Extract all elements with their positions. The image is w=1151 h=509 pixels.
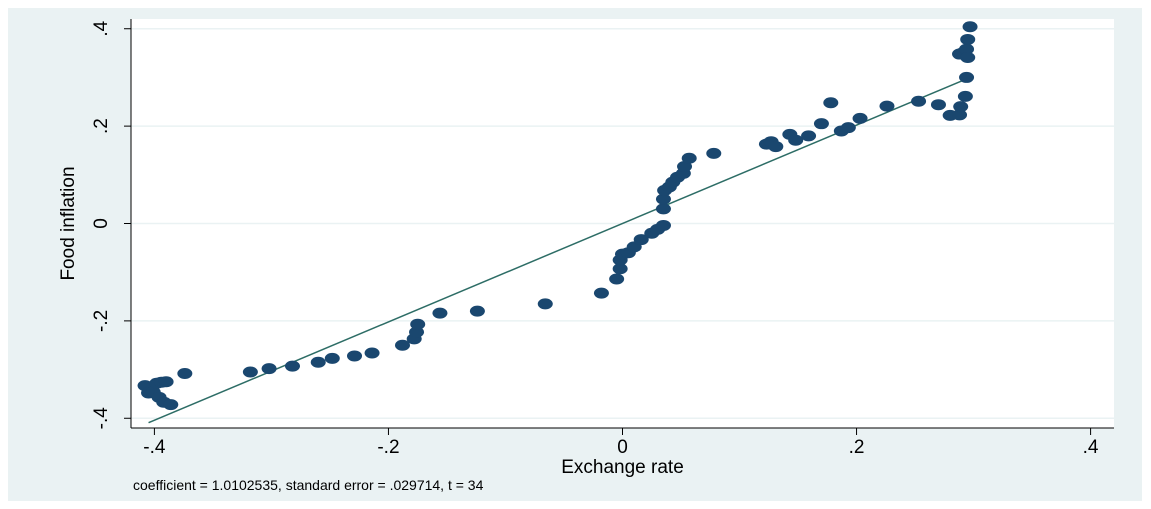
data-point-52 [823,97,839,109]
x-tick-label-1: -.2 [377,437,399,458]
data-point-11 [261,363,277,375]
data-point-25 [609,273,625,285]
y-tick-label-1: -.2 [91,310,112,332]
data-point-26 [612,263,628,275]
data-point-67 [960,51,976,63]
data-point-49 [788,134,804,146]
data-point-68 [960,33,976,45]
data-point-8 [163,399,179,411]
data-points [137,21,978,411]
data-point-35 [655,203,671,215]
data-point-61 [953,101,969,113]
data-point-42 [677,161,693,173]
data-point-16 [364,347,380,359]
data-point-55 [852,112,868,124]
data-point-12 [284,360,300,372]
gridlines [131,27,1114,420]
data-point-10 [242,366,258,378]
data-point-65 [959,71,975,83]
data-point-58 [930,99,946,111]
data-point-66 [959,43,975,55]
data-point-47 [768,141,784,153]
x-tick-label-3: .2 [849,437,865,458]
data-point-31 [633,234,649,246]
y-tick-label-2: 0 [91,218,112,229]
data-point-15 [347,350,363,362]
axes: -.4 -.2 0 .2 .4 -.4 -.2 0 .2 .4 [91,19,1114,458]
y-tick-label-4: .4 [91,20,112,36]
y-tick-label-0: -.4 [91,407,112,430]
data-point-24 [593,287,609,299]
x-tick-label-0: -.4 [143,437,166,458]
data-point-36 [655,193,671,205]
data-point-20 [410,318,426,330]
data-point-7 [158,376,174,388]
data-point-69 [962,21,978,33]
y-tick-label-3: .2 [91,118,112,134]
data-point-14 [324,352,340,364]
data-point-51 [813,118,829,130]
regression-note: coefficient = 1.0102535, standard error … [133,477,484,493]
data-point-43 [681,152,697,164]
data-point-64 [957,90,973,102]
data-point-56 [879,100,895,112]
data-point-54 [840,122,856,134]
data-point-17 [394,339,410,351]
data-point-44 [706,147,722,159]
x-tick-label-4: .4 [1083,437,1099,458]
data-point-13 [310,356,326,368]
data-point-21 [432,307,448,319]
data-point-22 [469,305,485,317]
data-point-57 [911,95,927,107]
data-point-34 [655,219,671,231]
data-point-50 [801,130,817,142]
data-point-9 [177,367,193,379]
data-point-23 [537,298,553,310]
x-axis-title: Exchange rate [561,457,684,478]
x-tick-label-2: 0 [617,437,628,458]
y-axis-title: Food inflation [58,166,79,280]
data-point-60 [952,109,968,121]
